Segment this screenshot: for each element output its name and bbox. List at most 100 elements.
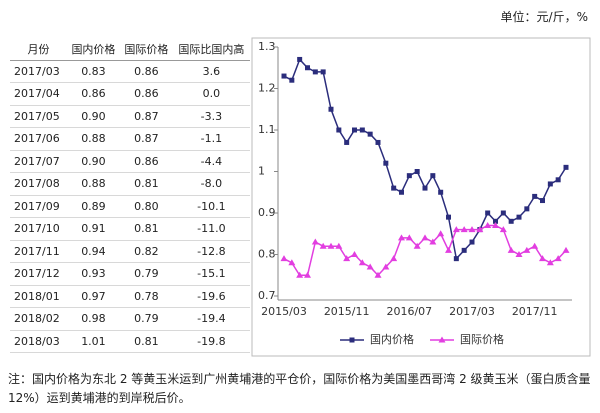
point [469,239,475,245]
point [515,251,523,257]
y-tick-label: 0.7 [258,289,276,302]
y-tick-label: 0.9 [258,206,276,219]
table-cell: 0.81 [119,330,173,353]
table-cell: -12.8 [172,240,250,263]
line [283,58,567,261]
point [508,218,514,224]
point [540,198,545,204]
table-cell: 0.88 [66,127,120,151]
table-cell: 0.86 [119,150,173,173]
table-cell: 0.98 [66,307,120,331]
point [374,271,382,278]
point [445,246,452,253]
point [430,173,436,179]
point [280,255,288,262]
table-cell: -3.3 [172,105,250,128]
point [546,259,554,266]
unit-label: 单位：元/斤，% [500,10,588,24]
table-cell: 2018/03 [10,330,67,353]
table-row: 2017/06 0.88 0.87 -1.1 [10,127,250,151]
point [312,69,318,75]
table-cell: 0.78 [119,285,173,308]
table-header-cell: 月份 [10,38,67,61]
point [446,214,451,220]
table-row: 2017/03 0.83 0.86 3.6 [10,60,250,83]
table-header-cell: 国内价格 [66,38,120,61]
point [438,189,444,195]
point [452,226,460,233]
point [476,226,484,233]
table-cell: 2017/03 [10,60,67,83]
point [358,259,366,266]
legend-label: 国际价格 [460,332,504,346]
point [485,210,491,216]
point [327,242,335,249]
table-cell: 0.81 [119,172,173,196]
table-cell: -10.1 [172,195,250,218]
table-cell: 2017/04 [10,82,67,106]
point [523,246,531,253]
point [524,206,530,212]
point [343,255,351,262]
point [311,238,319,245]
price-table: 月份 国内价格 国际价格 国际比国内高 2017/03 0.83 0.86 3.6 2017/0… [10,38,250,353]
table-cell: 2018/02 [10,307,67,331]
y-tick-label: 1 [258,165,265,178]
point [328,106,334,112]
point [320,69,326,75]
point [367,131,373,137]
x-tick-label: 2016/07 [386,305,432,318]
table-cell: 0.86 [66,82,120,106]
table-cell: 3.6 [172,60,250,83]
point [382,263,390,270]
point [391,185,397,191]
table-cell: -19.8 [172,330,250,353]
y-tick-label: 1.2 [258,82,276,95]
point [493,218,498,224]
table-cell: 0.80 [119,195,173,218]
point [539,255,546,262]
point [531,242,539,249]
table-cell: -4.4 [172,150,250,173]
legend-label: 国内价格 [370,332,414,346]
line [283,224,567,277]
point [297,56,303,62]
table-cell: 2017/11 [10,240,67,263]
point [375,139,381,145]
table-cell: 2017/08 [10,172,67,196]
point [453,256,459,262]
table-row: 2017/07 0.90 0.86 -4.4 [10,150,250,173]
table-cell: 2018/01 [10,285,67,308]
point [359,127,365,133]
point [461,247,467,253]
point [563,164,569,170]
table-cell: 0.86 [119,60,173,83]
table-cell: 2017/05 [10,105,67,128]
table-header-cell: 国际价格 [119,38,173,61]
point [532,193,538,199]
point [460,226,468,233]
table-cell: 2017/10 [10,217,67,241]
point [390,255,398,262]
note: 注：国内价格为东北 2 等黄玉米运到广州黄埔港的平仓价，国际价格为美国墨西哥湾 … [8,372,591,405]
point [492,221,499,228]
point [405,234,413,241]
point [399,189,404,195]
table-cell: -8.0 [172,172,250,196]
table-cell: 0.0 [172,82,250,106]
table-row: 2017/05 0.90 0.87 -3.3 [10,105,250,128]
point [319,242,327,249]
table-cell: 2017/12 [10,262,67,286]
table-cell: 0.97 [66,285,120,308]
point [288,259,296,266]
table-cell: 0.91 [66,217,120,241]
x-tick-label: 2017/03 [449,305,495,318]
point [352,127,357,133]
point [468,226,476,233]
table-cell: 0.93 [66,262,120,286]
table-cell: 2017/06 [10,127,67,151]
table-cell: 2017/07 [10,150,67,173]
table-cell: 0.87 [119,127,173,151]
table-cell: 0.89 [66,195,120,218]
